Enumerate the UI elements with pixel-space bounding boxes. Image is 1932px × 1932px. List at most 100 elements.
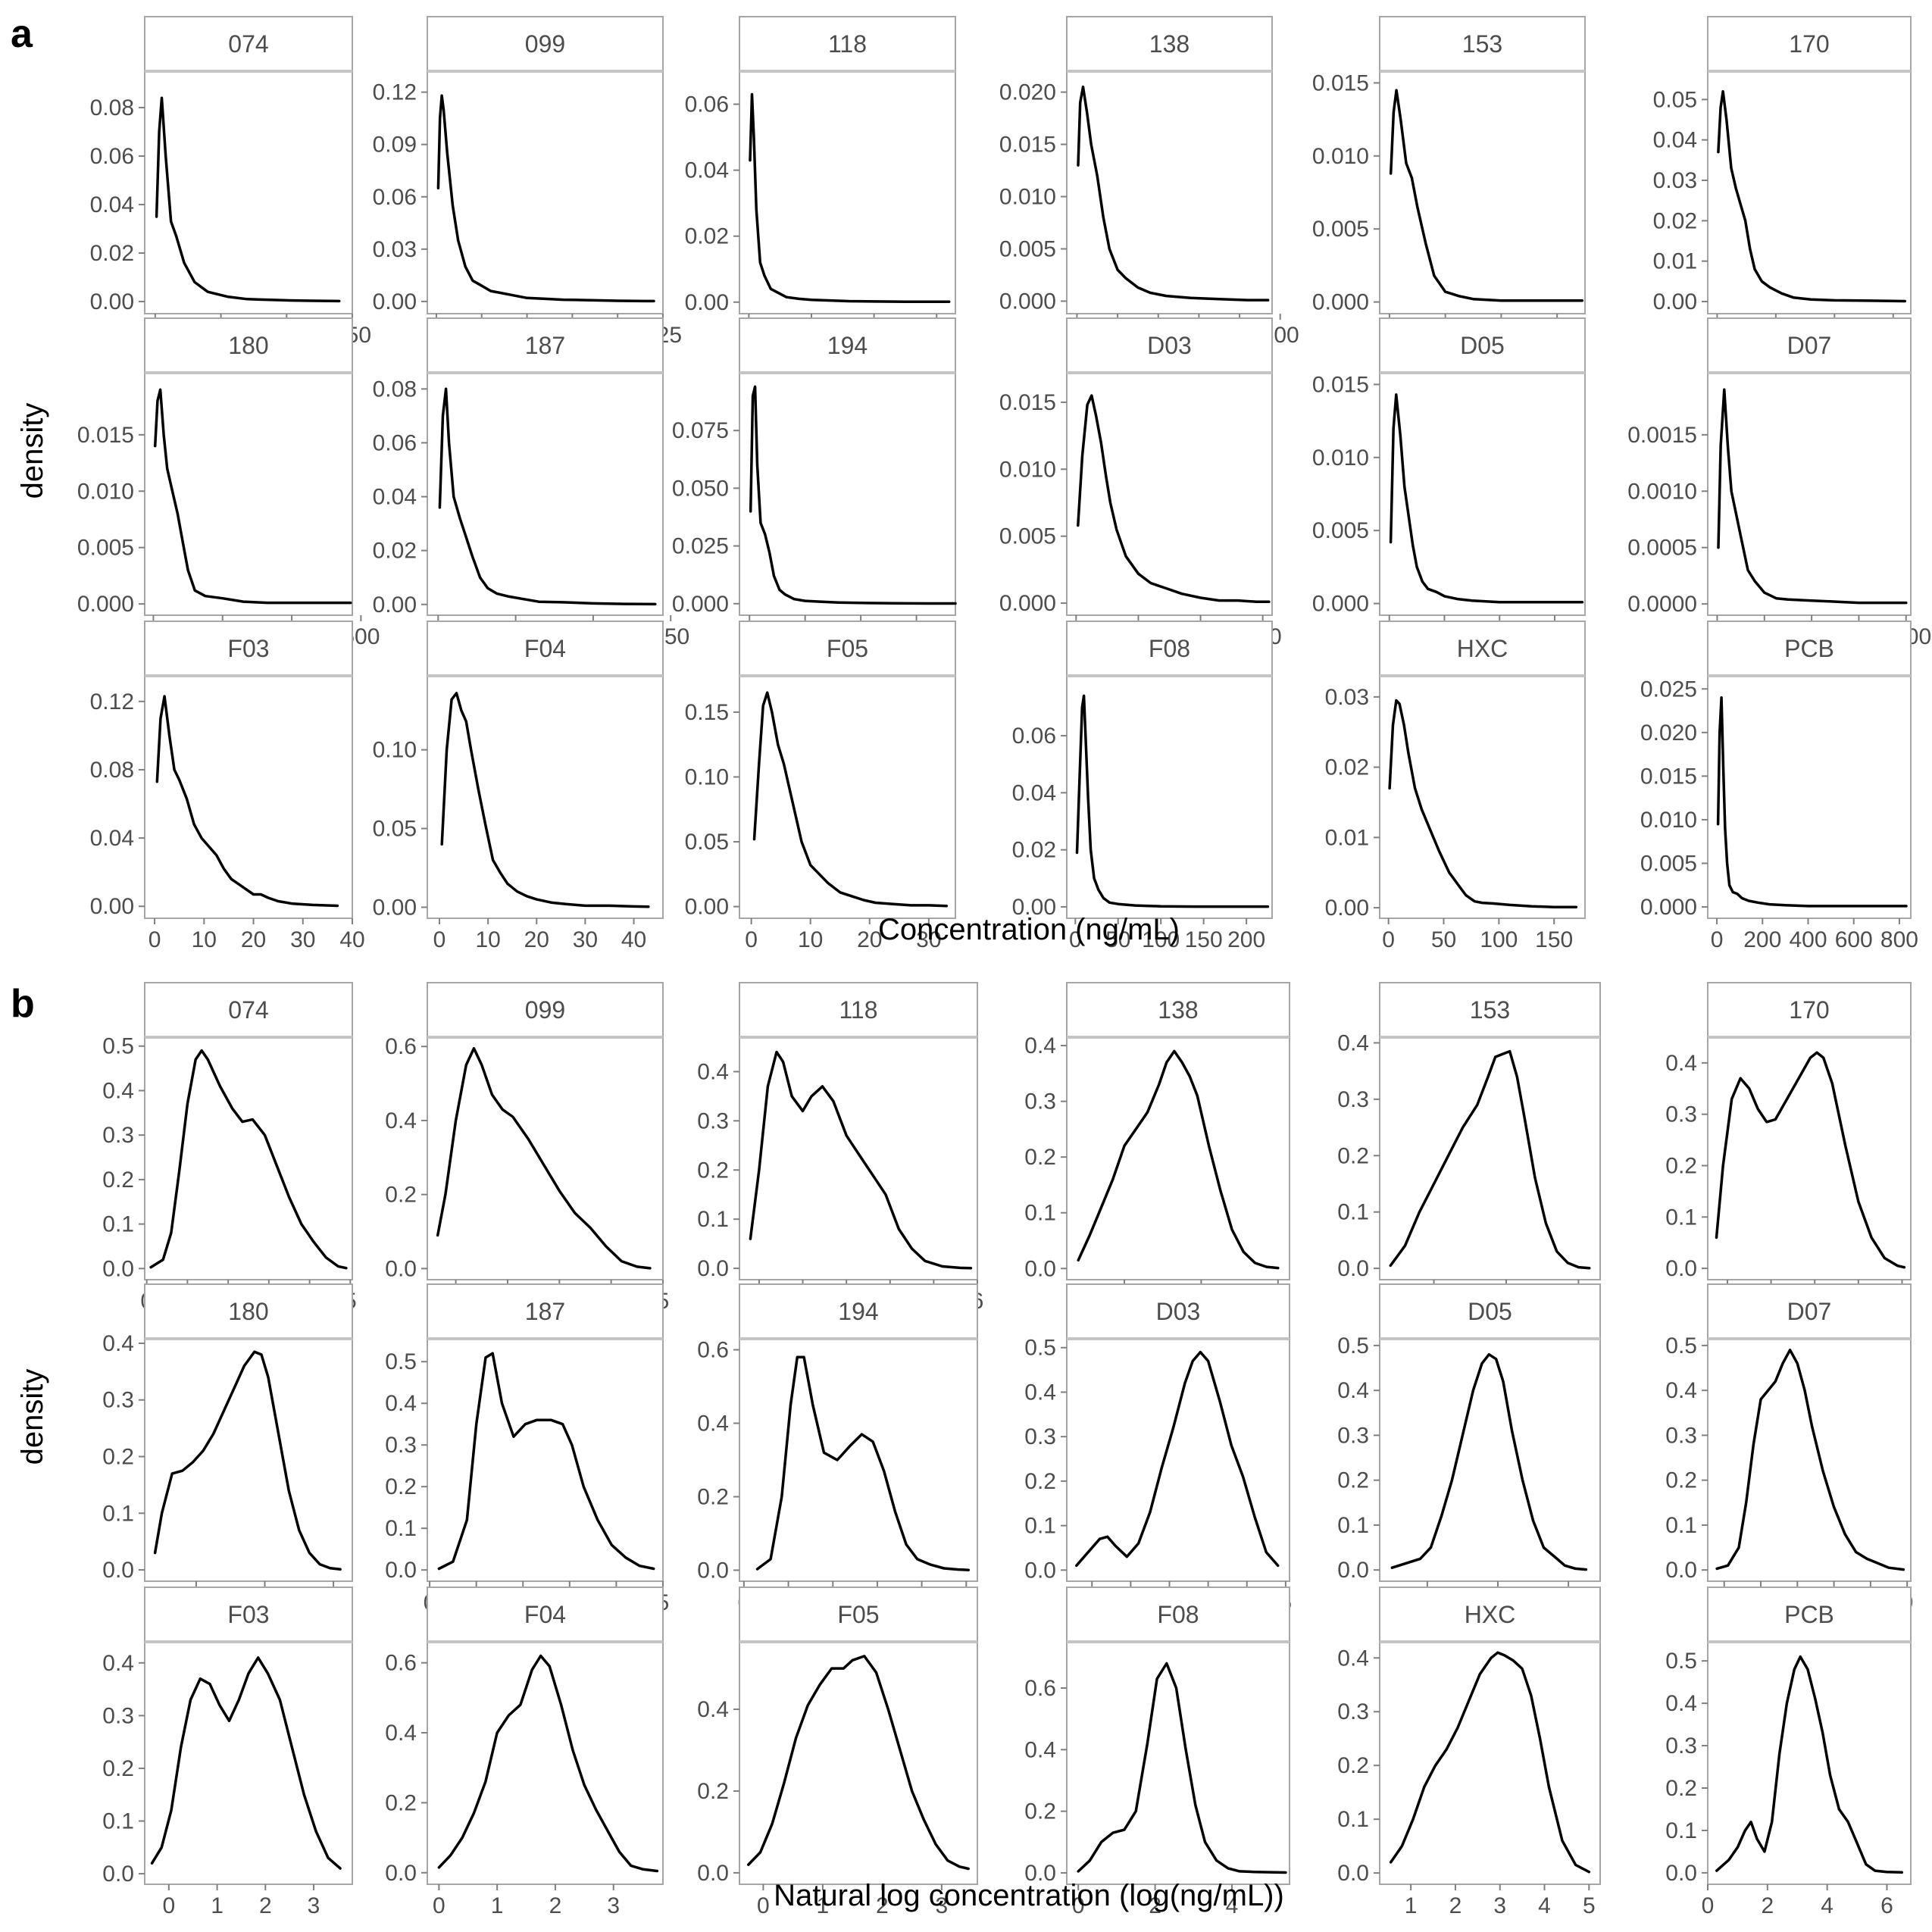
panel-b-facet-PCB-y-tick-label: 0.3 <box>1665 1733 1697 1758</box>
panel-a-facet-170-strip-label: 170 <box>1789 30 1829 58</box>
panel-b-facet-F05-x-tick-label: 2 <box>876 1893 889 1918</box>
panel-a-facet-118-frame <box>739 16 956 314</box>
panel-a-facet-PCB-strip-label: PCB <box>1784 635 1834 662</box>
panel-b-facet-D07-y-tick-label: 0.1 <box>1665 1513 1697 1538</box>
panel-a-facet-153-y-tick-label: 0.015 <box>1312 70 1369 95</box>
panel-b-facet-F04-frame <box>427 1587 664 1885</box>
panel-a-facet-170-y-tick-label: 0.02 <box>1653 208 1697 233</box>
panel-b-facet-180-y-tick-label: 0.1 <box>102 1501 134 1526</box>
panel-b-facet-153-strip-label: 153 <box>1470 996 1510 1024</box>
panel-b-facet-099-density-line <box>436 1046 652 1270</box>
panel-b-facet-180: 1802460.00.10.20.30.4 <box>102 1283 353 1615</box>
panel-b-facet-099-y-tick-label: 0.2 <box>385 1183 417 1208</box>
panel-a-facet-D03-y-tick-label: 0.010 <box>999 457 1056 482</box>
panel-a-facet-HXC-y-tick-label: 0.01 <box>1325 825 1369 850</box>
panel-b-facet-099-y-tick-label: 0.0 <box>385 1256 417 1281</box>
panel-a-facet-F08: F08 0 50 100 150 200 0.00 0.02 0.04 0.06 <box>1012 621 1273 952</box>
panel-a-facet-F04-density-line <box>440 692 650 908</box>
panel-a-facet-PCB: PCB 0 200 400 600 800 0.000 0.005 0.010 0.015 0.02… <box>1640 621 1918 952</box>
panel-a-facet-180-frame <box>144 317 353 616</box>
panel-b-facet-D05: D052460.00.10.20.30.40.5 <box>1337 1283 1601 1615</box>
panel-a-facet-HXC-strip-label: HXC <box>1457 635 1508 662</box>
panel-a-facet-F08-density-line <box>1075 694 1270 908</box>
panel-a-facet-HXC-x-tick-label: 50 <box>1431 927 1456 952</box>
panel-b-facet-F04-strip-label: F04 <box>524 1601 566 1628</box>
panel-a-facet-F08-y-tick-label: 0.02 <box>1012 838 1056 863</box>
panel-b-facet-194-frame <box>739 1283 978 1582</box>
panel-b-facet-F04-x-tick-label: 3 <box>607 1893 620 1918</box>
panel-a-facet-F04: F04 0 10 20 30 40 0.00 0.05 0.10 <box>373 621 664 952</box>
panel-a-facet-F08-x-tick-label: 50 <box>1105 927 1130 952</box>
panel-a-facet-118-density-line <box>749 92 951 304</box>
panel-b-facet-D07-y-tick-label: 0.5 <box>1665 1333 1697 1358</box>
panel-a-facet-187-frame <box>427 317 664 616</box>
panel-a-facet-F05-y-tick-label: 0.00 <box>685 895 729 920</box>
panel-b-facet-138-y-tick-label: 0.3 <box>1024 1089 1056 1114</box>
panel-b-facet-F03-y-tick-label: 0.1 <box>102 1809 134 1834</box>
panel-a-facet-PCB-y-tick-label: 0.020 <box>1640 721 1697 746</box>
panel-a-facet-F03-strip-label: F03 <box>227 635 269 662</box>
panel-a-facet-170-y-tick-label: 0.01 <box>1653 249 1697 274</box>
panel-a-facet-118-y-tick-label: 0.04 <box>685 158 729 183</box>
panel-b-facet-170-y-tick-label: 0.0 <box>1665 1256 1697 1281</box>
panel-a-facet-F04-frame <box>427 621 664 919</box>
panel-b-facet-F04-density-line <box>437 1654 659 1873</box>
panel-a-facet-F08-x-tick-label: 100 <box>1142 927 1180 952</box>
panel-b-facet-D05-y-tick-label: 0.2 <box>1337 1468 1369 1493</box>
panel-a-facet-D05-density-line <box>1389 393 1584 604</box>
panel-b-facet-PCB-x-tick-label: 6 <box>1880 1893 1893 1918</box>
panel-a-facet-F04-x-tick-label: 10 <box>475 927 500 952</box>
panel-b-facet-PCB-y-tick-label: 0.5 <box>1665 1649 1697 1674</box>
panel-a-facet-F03: F03 0 10 20 30 40 0.00 0.04 0.08 0.12 <box>90 621 365 952</box>
panel-b-facet-HXC-x-tick-label: 2 <box>1449 1893 1462 1918</box>
panel-b-facet-187-y-tick-label: 0.3 <box>385 1433 417 1458</box>
panel-a-facet-194-frame <box>739 317 956 616</box>
panel-a-facet-194-y-tick-label: 0.025 <box>672 534 729 559</box>
panel-a-facet-194-strip-label: 194 <box>827 332 868 359</box>
panel-a-facet-118-y-tick-label: 0.02 <box>685 224 729 249</box>
panel-a-facet-F03-x-tick-label: 10 <box>192 927 217 952</box>
panel-b-facet-153-y-tick-label: 0.1 <box>1337 1200 1369 1225</box>
panel-b-facet-F08-y-tick-label: 0.0 <box>1024 1861 1056 1886</box>
panel-a-facet-099-y-tick-label: 0.09 <box>373 133 417 158</box>
panel-b-facet-F03-x-tick-label: 2 <box>259 1893 272 1918</box>
panel-b-facet-118-y-tick-label: 0.2 <box>697 1158 729 1183</box>
panel-a-facet-F04-y-tick-label: 0.05 <box>373 817 417 842</box>
panel-a-facet-074: 0740501001500.000.020.040.060.08 <box>90 16 371 348</box>
panel-b-facet-PCB-y-tick-label: 0.0 <box>1665 1861 1697 1886</box>
panel-b-facet-F05-density-line <box>747 1655 970 1871</box>
panel-b-facet-170-density-line <box>1715 1051 1906 1269</box>
panel-b-facet-D03-y-tick-label: 0.2 <box>1024 1469 1056 1494</box>
panel-b-facet-074-y-tick-label: 0.4 <box>102 1078 134 1103</box>
panel-a-facet-138-y-tick-label: 0.010 <box>999 185 1056 210</box>
panel-a-facet-F08-x-tick-label: 0 <box>1069 927 1082 952</box>
panel-b-facet-D07-strip-label: D07 <box>1787 1298 1832 1325</box>
panel-b-facet-F05-x-tick-label: 3 <box>936 1893 949 1918</box>
panel-b-facet-F08-y-tick-label: 0.2 <box>1024 1799 1056 1824</box>
panel-b-facet-138-y-tick-label: 0.2 <box>1024 1145 1056 1170</box>
panel-a-facet-F03-density-line <box>155 695 339 908</box>
panel-b: 0740123450.00.10.20.30.40.5099123450.00.… <box>102 982 1914 1918</box>
panel-a-facet-F08-y-tick-label: 0.00 <box>1012 895 1056 920</box>
panel-a-facet-F03-y-tick-label: 0.08 <box>90 758 134 783</box>
panel-b-facet-F03-y-tick-label: 0.3 <box>102 1703 134 1728</box>
panel-b-facet-HXC-y-tick-label: 0.1 <box>1337 1807 1369 1832</box>
panel-a-facet-F05-x-tick-label: 10 <box>798 927 823 952</box>
panel-a-facet-F03-y-tick-label: 0.12 <box>90 689 134 714</box>
panel-a-facet-099-y-tick-label: 0.03 <box>373 237 417 262</box>
panel-a-facet-D07-strip-label: D07 <box>1787 332 1832 359</box>
panel-b-facet-170-y-tick-label: 0.2 <box>1665 1153 1697 1178</box>
panel-b-facet-F04: F04 0 1 2 3 0.0 0.2 0.4 0.6 <box>385 1587 664 1918</box>
panel-a-facet-D05-frame <box>1379 317 1586 616</box>
panel-b-facet-153-density-line <box>1389 1049 1591 1270</box>
panel-b-facet-D05-y-tick-label: 0.0 <box>1337 1558 1369 1583</box>
panel-a-facet-D03-y-tick-label: 0.015 <box>999 390 1056 415</box>
panel-b-facet-170-y-tick-label: 0.3 <box>1665 1102 1697 1127</box>
panel-a-facet-PCB-y-tick-label: 0.005 <box>1640 851 1697 876</box>
panel-a-facet-D03-y-tick-label: 0.000 <box>999 591 1056 616</box>
panel-a-facet-PCB-x-tick-label: 400 <box>1789 927 1827 952</box>
panel-b-facet-PCB-x-tick-label: 0 <box>1702 1893 1715 1918</box>
panel-b-facet-PCB-y-tick-label: 0.4 <box>1665 1691 1697 1716</box>
